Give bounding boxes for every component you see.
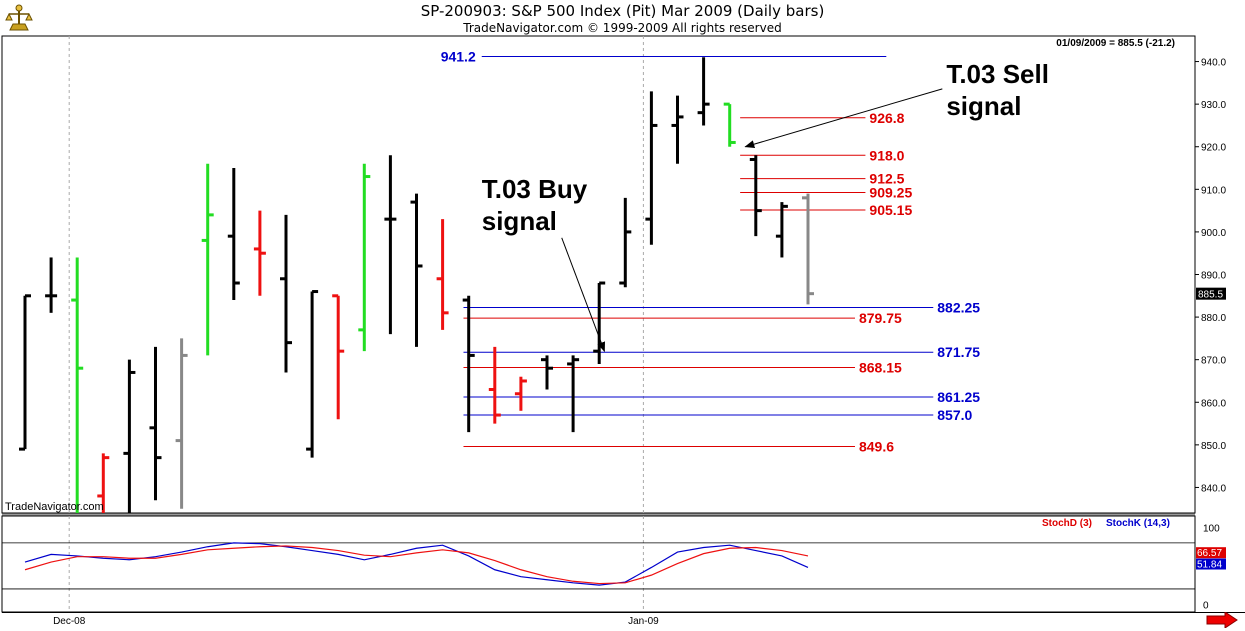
status-readout: 01/09/2009 = 885.5 (-21.2) [1056,38,1175,49]
stoch-series-line [24,545,809,585]
trade-navigator-logo-icon[interactable] [4,2,34,34]
ohlc-bar [149,346,162,501]
ohlc-bar [697,57,710,126]
signal-annotation-text: T.03 Sell [946,59,1049,89]
ohlc-bar [723,102,736,147]
signal-arrow [561,237,605,353]
price-level-label: 909.25 [869,185,912,201]
chart-title: SP-200903: S&P 500 Index (Pit) Mar 2009 … [420,2,825,20]
y-tick-label: 890.0 [1201,271,1226,282]
stoch-legend-entry: StochD (3) [1042,518,1092,529]
ohlc-bar [436,219,449,330]
stochk-last-tag [1196,558,1226,570]
price-level-label: 926.8 [869,110,904,126]
ohlc-bar [749,155,762,237]
x-tick-label: Jan-09 [628,616,659,627]
ohlc-bar [71,257,84,513]
ohlc-bar [645,91,658,245]
price-level-label: 918.0 [869,147,904,163]
price-level-label: 912.5 [869,171,904,187]
stochk-last-label: 51.84 [1197,560,1222,571]
stochd-last-tag [1196,547,1226,559]
y-tick-label: 850.0 [1201,441,1226,452]
price-level-label: 882.25 [937,300,980,316]
y-tick-label: 860.0 [1201,398,1226,409]
ohlc-bar [332,294,345,420]
ohlc-bar [384,155,397,335]
ohlc-bar [488,346,501,424]
price-level-label: 941.2 [441,48,476,64]
ohlc-bar [45,257,58,313]
signal-annotation-text: signal [482,206,557,236]
ohlc-bar [541,355,553,390]
ohlc-bar [410,193,423,347]
ohlc-bar [175,338,188,509]
signal-arrow [744,88,943,149]
stoch-y-tick-label: 0 [1203,600,1209,611]
ohlc-bar [802,193,814,305]
price-level-label: 879.75 [859,310,902,326]
price-level-label: 857.0 [937,407,972,423]
stoch-y-tick-label: 100 [1203,524,1220,535]
ohlc-bar [306,290,319,458]
y-tick-label: 840.0 [1201,483,1226,494]
scroll-right-arrow-icon[interactable] [1205,612,1239,628]
stoch-series-line [24,542,809,586]
signal-annotation-text: T.03 Buy [482,174,588,204]
ohlc-bar [358,163,371,352]
ohlc-bar [19,294,31,451]
stochd-last-label: 66.57 [1197,548,1222,559]
x-tick-label: Dec-08 [53,616,86,627]
ohlc-bar [123,359,136,513]
y-tick-label: 940.0 [1201,58,1226,69]
last-price-label: 885.5 [1198,290,1223,301]
y-tick-label: 910.0 [1201,185,1226,196]
y-tick-label: 900.0 [1201,228,1226,239]
ohlc-bar [97,453,110,513]
y-tick-label: 870.0 [1201,356,1226,367]
stoch-legend-entry: StochK (14,3) [1106,518,1170,529]
ohlc-bar [227,168,240,301]
chart-header: SP-200903: S&P 500 Index (Pit) Mar 2009 … [0,0,1245,36]
ohlc-bar [201,163,214,356]
last-price-marker [1196,287,1226,300]
y-tick-label: 880.0 [1201,313,1226,324]
y-tick-label: 930.0 [1201,100,1226,111]
ohlc-bar [567,355,580,433]
price-level-label: 861.25 [937,389,980,405]
price-level-label: 849.6 [859,439,894,455]
chart-subtitle: TradeNavigator.com © 1999-2009 All right… [463,21,782,35]
ohlc-bar [462,295,475,433]
ohlc-bar [775,202,788,258]
ohlc-bar [671,95,684,164]
oscillator-panel-frame [1,515,1196,613]
ohlc-bar [619,197,632,288]
ohlc-bar [280,214,292,373]
watermark: TradeNavigator.com [5,501,104,513]
ohlc-bar [253,210,266,296]
price-level-label: 905.15 [869,202,912,218]
price-level-label: 868.15 [859,360,902,376]
signal-annotation-text: signal [946,91,1021,121]
y-tick-label: 920.0 [1201,143,1226,154]
ohlc-bar [514,376,527,411]
price-level-label: 871.75 [937,344,980,360]
